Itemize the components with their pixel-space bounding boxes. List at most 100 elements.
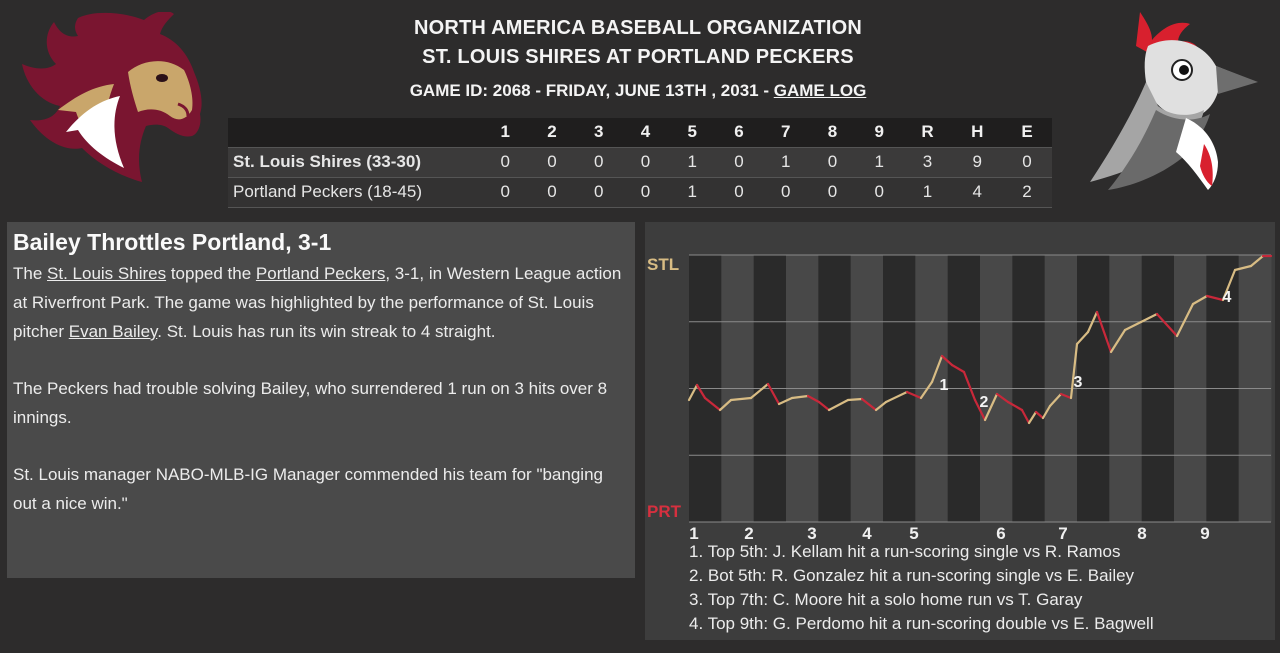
win-probability-segment <box>703 396 722 412</box>
inning-score: 0 <box>575 176 623 208</box>
win-probability-segment <box>983 392 999 422</box>
win-probability-segment <box>695 383 707 400</box>
inning-tick-label: 4 <box>862 524 872 543</box>
line-score-table: 1 2 3 4 5 6 7 8 9 R H E St. Louis Shires… <box>228 118 1052 208</box>
team-name[interactable]: St. Louis Shires (33-30) <box>228 146 482 177</box>
inning-score: 1 <box>762 146 810 177</box>
hits-total: 4 <box>952 176 1003 208</box>
home-team-link[interactable]: Portland Peckers <box>255 264 386 283</box>
win-probability-segment <box>962 370 977 402</box>
inning-score: 0 <box>855 176 903 208</box>
errors-header: E <box>1002 118 1052 147</box>
table-row: St. Louis Shires (33-30) 0 0 0 0 1 0 1 0… <box>228 146 1052 177</box>
team-header <box>228 118 482 147</box>
inning-header: 6 <box>715 118 763 147</box>
inning-header: 2 <box>528 118 576 147</box>
win-probability-segment <box>1205 294 1225 302</box>
game-recap: Bailey Throttles Portland, 3-1 The St. L… <box>7 222 635 578</box>
home-axis-label: PRT <box>647 502 682 521</box>
inning-score: 1 <box>668 146 716 177</box>
recap-headline: Bailey Throttles Portland, 3-1 <box>13 229 332 255</box>
organization-title: NORTH AMERICA BASEBALL ORGANIZATION <box>413 17 863 39</box>
inning-score: 0 <box>809 146 856 177</box>
team-name[interactable]: Portland Peckers (18-45) <box>228 176 482 208</box>
win-probability-segment <box>827 398 850 412</box>
win-probability-segment <box>729 396 753 402</box>
win-probability-segment <box>1139 312 1159 324</box>
runs-header: R <box>902 118 953 147</box>
win-probability-segment <box>1086 310 1099 334</box>
win-probability-segment <box>749 382 770 400</box>
win-probability-segment <box>1249 254 1265 268</box>
runs-total: 3 <box>902 146 953 177</box>
recap-paragraph: St. Louis manager NABO-MLB-IG Manager co… <box>13 465 603 513</box>
hits-header: H <box>952 118 1003 147</box>
win-probability-segment <box>884 390 909 404</box>
table-row: Portland Peckers (18-45) 0 0 0 0 1 0 0 0… <box>228 176 1052 208</box>
recap-text: topped the <box>166 264 256 283</box>
win-probability-segment <box>905 390 923 400</box>
win-probability-segment <box>1006 400 1024 412</box>
away-team-logo <box>16 11 206 194</box>
game-info-text: GAME ID: 2068 - FRIDAY, JUNE 13TH , 2031… <box>409 81 774 100</box>
win-probability-panel: STL PRT 1 2 3 4 5 6 7 8 9 1 2 3 4 1. Top 5th: J. Ke… <box>645 222 1275 640</box>
inning-score: 0 <box>481 176 529 208</box>
inning-header: 4 <box>622 118 669 147</box>
game-log-link[interactable]: GAME LOG <box>773 81 867 100</box>
inning-score: 0 <box>762 176 810 208</box>
errors-total: 0 <box>1002 146 1052 177</box>
inning-tick-label: 1 <box>689 524 698 543</box>
play-marker: 2 <box>980 394 989 411</box>
play-marker: 4 <box>1223 289 1232 306</box>
play-marker: 1 <box>940 377 949 394</box>
hits-total: 9 <box>952 146 1003 177</box>
inning-score: 0 <box>622 146 669 177</box>
pitcher-link[interactable]: Evan Bailey <box>68 322 158 341</box>
play-marker: 3 <box>1074 374 1083 391</box>
inning-score: 0 <box>481 146 529 177</box>
win-probability-segment <box>777 396 794 406</box>
win-probability-segment <box>687 383 699 402</box>
inning-tick-label: 6 <box>996 524 1005 543</box>
inning-header: 7 <box>762 118 810 147</box>
inning-header: 1 <box>481 118 529 147</box>
win-probability-segment <box>930 354 944 384</box>
away-team-link[interactable]: St. Louis Shires <box>47 264 167 283</box>
matchup-title: ST. LOUIS SHIRES AT PORTLAND PECKERS <box>422 46 854 68</box>
runs-total: 1 <box>902 176 953 208</box>
home-team-logo <box>1078 6 1262 196</box>
win-probability-segment <box>1027 410 1038 425</box>
win-probability-segment <box>1155 312 1179 338</box>
win-probability-segment <box>919 380 934 400</box>
win-probability-segment <box>973 398 987 422</box>
win-probability-segment <box>1048 392 1063 408</box>
win-probability-segment <box>1041 404 1052 420</box>
inning-tick-label: 5 <box>909 524 918 543</box>
list-item: 2. Bot 5th: R. Gonzalez hit a run-scorin… <box>689 566 1135 585</box>
win-probability-segment <box>806 394 821 404</box>
game-info: GAME ID: 2068 - FRIDAY, JUNE 13TH , 2031… <box>230 80 1046 102</box>
win-probability-chart: STL PRT 1 2 3 4 5 6 7 8 9 1 2 3 4 <box>647 254 1273 543</box>
win-probability-segment <box>1059 392 1073 400</box>
inning-tick-label: 8 <box>1137 524 1146 543</box>
inning-score: 0 <box>528 176 576 208</box>
list-item: 1. Top 5th: J. Kellam hit a run-scoring … <box>689 542 1121 561</box>
recap-text: , 3-1, in Western League action at River… <box>13 264 622 341</box>
win-probability-segment <box>950 363 966 374</box>
list-item: 3. Top 7th: C. Moore hit a solo home run… <box>689 590 1083 609</box>
recap-paragraph: The St. Louis Shires topped the Portland… <box>13 259 629 346</box>
inning-score: 0 <box>809 176 856 208</box>
win-probability-segment <box>860 397 878 412</box>
inning-score: 0 <box>715 176 763 208</box>
win-probability-segment <box>1095 310 1113 354</box>
win-probability-segment <box>766 382 781 406</box>
recap-text: The <box>13 264 48 283</box>
win-probability-segment <box>1109 328 1127 354</box>
win-probability-segment <box>995 392 1010 404</box>
list-item: 4. Top 9th: G. Perdomo hit a run-scoring… <box>689 614 1154 633</box>
win-probability-segment <box>874 400 888 412</box>
inning-header: 3 <box>575 118 623 147</box>
win-probability-segment <box>790 394 810 400</box>
recap-paragraph: The Peckers had trouble solving Bailey, … <box>13 379 608 427</box>
win-probability-segment <box>718 398 733 412</box>
